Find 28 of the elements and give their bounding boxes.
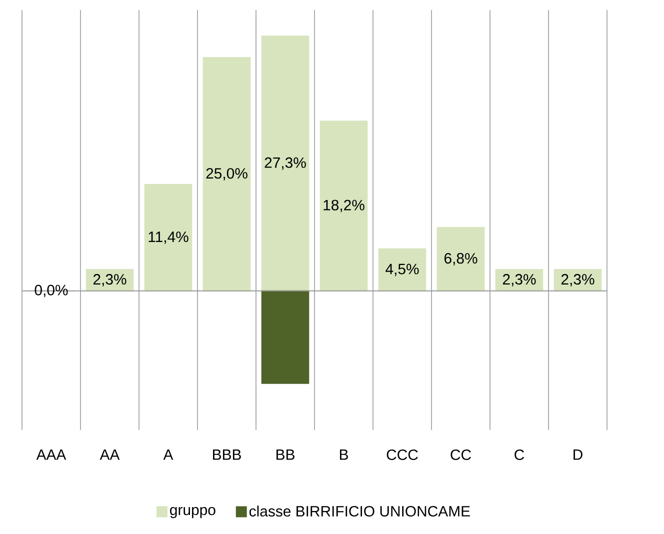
x-tick-label: CC [450,449,471,460]
x-tick-label: A [163,449,174,460]
data-label: 27,3% [264,157,306,170]
data-label: 2,3% [561,274,594,286]
x-tick-label: CCC [386,449,418,460]
legend-label: classe BIRRIFICIO UNIONCAME [249,506,470,517]
data-label: 25,0% [206,168,248,180]
bar [261,290,310,384]
data-label: 4,5% [386,264,419,276]
bar [320,120,368,292]
x-tick-label: B [340,449,348,460]
data-label: 6,8% [444,253,478,266]
data-label: 2,3% [93,274,126,286]
x-tick-label: D [574,449,582,460]
x-tick-label: BB [276,449,294,460]
data-label: 2,3% [502,274,536,286]
bar [261,36,310,292]
bar [378,248,426,292]
legend-label: gruppo [170,506,216,518]
x-tick-label: C [514,449,524,460]
x-tick-label: AA [100,449,120,460]
bar [202,57,251,292]
bar [144,184,192,292]
x-tick-label: BBB [213,449,241,460]
x-tick-label: AAA [36,449,66,460]
data-label: 18,2% [324,200,364,212]
data-label: 11,4% [148,232,188,244]
bar [436,226,485,292]
